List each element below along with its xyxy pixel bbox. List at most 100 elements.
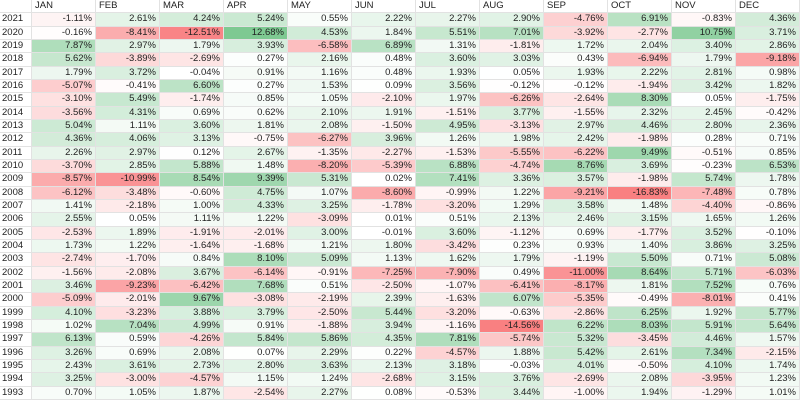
return-cell: 0.59% (96, 333, 160, 347)
return-cell: -8.01% (672, 293, 736, 307)
year-label: 2016 (0, 79, 32, 94)
return-cell: 4.75% (224, 186, 288, 200)
return-cell: 1.65% (672, 213, 736, 227)
return-cell: 0.98% (736, 66, 800, 80)
return-cell: 1.80% (352, 239, 416, 254)
return-cell: 3.00% (288, 226, 352, 240)
return-cell: -0.42% (736, 106, 800, 120)
return-cell: 0.48% (352, 66, 416, 80)
return-cell: 0.91% (224, 319, 288, 334)
return-cell: 3.25% (32, 373, 96, 387)
return-cell: 5.04% (32, 119, 96, 134)
return-cell: -3.00% (96, 373, 160, 387)
return-cell: -5.55% (480, 146, 544, 160)
return-cell: -5.35% (544, 293, 608, 307)
return-cell: 5.74% (672, 173, 736, 187)
return-cell: 1.72% (544, 39, 608, 54)
return-cell: 4.53% (288, 26, 352, 40)
return-cell: 8.64% (608, 266, 672, 280)
return-cell: 5.51% (416, 26, 480, 40)
return-cell: -1.98% (608, 133, 672, 147)
return-cell: 8.03% (608, 319, 672, 334)
return-cell: 1.02% (32, 319, 96, 334)
return-cell: -7.25% (352, 266, 416, 280)
return-cell: 6.07% (480, 293, 544, 307)
return-cell: 2.97% (96, 39, 160, 54)
return-cell: -1.81% (480, 39, 544, 54)
return-cell: 0.62% (224, 106, 288, 120)
return-cell: 2.61% (96, 13, 160, 27)
return-cell: -7.48% (672, 186, 736, 200)
return-cell: 3.40% (672, 39, 736, 54)
return-cell: 0.85% (736, 146, 800, 160)
return-cell: 3.15% (608, 213, 672, 227)
return-cell: 1.22% (224, 213, 288, 227)
return-cell: 1.00% (160, 199, 224, 214)
return-cell: 3.58% (544, 199, 608, 214)
return-cell: 0.70% (32, 386, 96, 400)
return-cell: 4.46% (608, 119, 672, 134)
return-cell: 1.21% (288, 239, 352, 254)
column-header: MAR (160, 0, 224, 14)
return-cell: 3.25% (288, 199, 352, 214)
return-cell: 9.39% (224, 173, 288, 187)
return-cell: -1.19% (544, 253, 608, 267)
return-cell: -2.27% (352, 146, 416, 160)
return-cell: -10.99% (96, 173, 160, 187)
return-cell: -0.53% (416, 386, 480, 400)
return-cell: 1.74% (736, 359, 800, 374)
return-cell: -1.55% (544, 106, 608, 120)
return-cell: -2.15% (736, 346, 800, 360)
return-cell: -4.40% (672, 199, 736, 214)
return-cell: -2.01% (224, 226, 288, 240)
return-cell: -3.09% (288, 213, 352, 227)
return-cell: 1.22% (480, 186, 544, 200)
year-label: 2020 (0, 26, 32, 40)
return-cell: -6.58% (288, 39, 352, 54)
return-cell: -1.50% (352, 119, 416, 134)
return-cell: -11.00% (544, 266, 608, 280)
return-cell: 0.69% (96, 346, 160, 360)
return-cell: 0.91% (224, 66, 288, 80)
return-cell: -9.23% (96, 279, 160, 294)
return-cell: 2.08% (288, 119, 352, 134)
return-cell: 3.15% (416, 373, 480, 387)
return-cell: -3.42% (416, 239, 480, 254)
return-cell: 5.49% (96, 93, 160, 107)
return-cell: -0.49% (608, 293, 672, 307)
return-cell: 0.41% (736, 293, 800, 307)
return-cell: 6.88% (416, 159, 480, 174)
column-header: JAN (32, 0, 96, 14)
return-cell: 1.24% (288, 373, 352, 387)
return-cell: 7.87% (32, 39, 96, 54)
return-cell: 3.69% (608, 159, 672, 174)
year-label: 2019 (0, 39, 32, 54)
return-cell: 0.78% (736, 186, 800, 200)
return-cell: -14.56% (480, 319, 544, 334)
return-cell: 3.67% (160, 266, 224, 280)
return-cell: 5.86% (288, 333, 352, 347)
return-cell: -5.09% (32, 293, 96, 307)
return-cell: 0.55% (288, 13, 352, 27)
return-cell: 4.01% (544, 359, 608, 374)
return-cell: 0.27% (224, 53, 288, 67)
return-cell: -6.03% (736, 266, 800, 280)
return-cell: -9.21% (544, 186, 608, 200)
year-label: 1997 (0, 333, 32, 347)
return-cell: 1.92% (672, 306, 736, 320)
return-cell: 6.89% (352, 39, 416, 54)
return-cell: 0.28% (672, 133, 736, 147)
return-cell: 3.96% (352, 133, 416, 147)
year-label: 2009 (0, 173, 32, 187)
return-cell: -3.56% (32, 106, 96, 120)
return-cell: 2.10% (288, 106, 352, 120)
return-cell: 0.69% (544, 226, 608, 240)
return-cell: -1.74% (160, 93, 224, 107)
column-header: DEC (736, 0, 800, 14)
return-cell: -2.18% (96, 199, 160, 214)
return-cell: 0.84% (160, 253, 224, 267)
return-cell: -1.64% (160, 239, 224, 254)
return-cell: -0.16% (32, 26, 96, 40)
year-label: 1999 (0, 306, 32, 320)
return-cell: -2.86% (544, 306, 608, 320)
